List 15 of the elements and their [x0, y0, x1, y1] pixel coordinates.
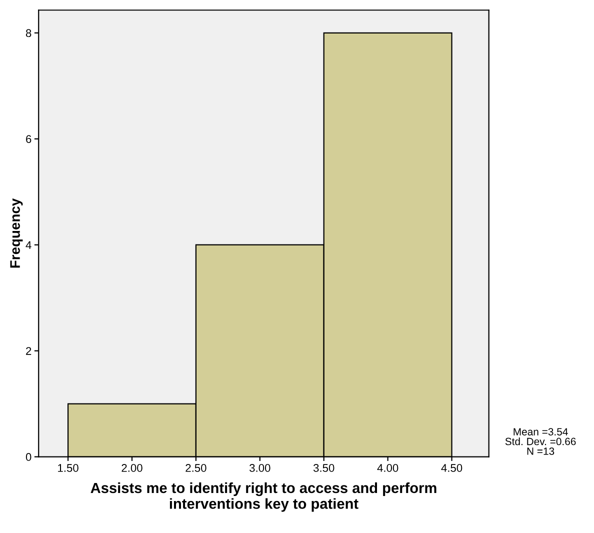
x-tick-label: 2.50: [186, 464, 206, 472]
x-tick-label: 1.50: [58, 464, 78, 472]
x-tick-label: 4.50: [441, 464, 462, 472]
y-tick-label: 4: [26, 241, 32, 249]
y-tick-label: 6: [26, 135, 32, 144]
y-tick-label: 0: [26, 453, 32, 461]
y-tick-label: 8: [26, 29, 32, 38]
x-tick-label: 2.00: [122, 464, 142, 472]
text: Mean =3.54 Std. Dev. =0.66 N =13: [505, 428, 576, 455]
y-tick-label: 2: [26, 347, 32, 355]
x-tick-label: 4.00: [377, 464, 398, 472]
x-tick-label: 3.50: [313, 464, 334, 472]
x-tick-label: 3.00: [250, 464, 270, 472]
x-axis-title: Assists me to identify right to access and perform interventions key to patient: [90, 482, 436, 512]
y-axis-title: Frequency: [10, 198, 23, 268]
